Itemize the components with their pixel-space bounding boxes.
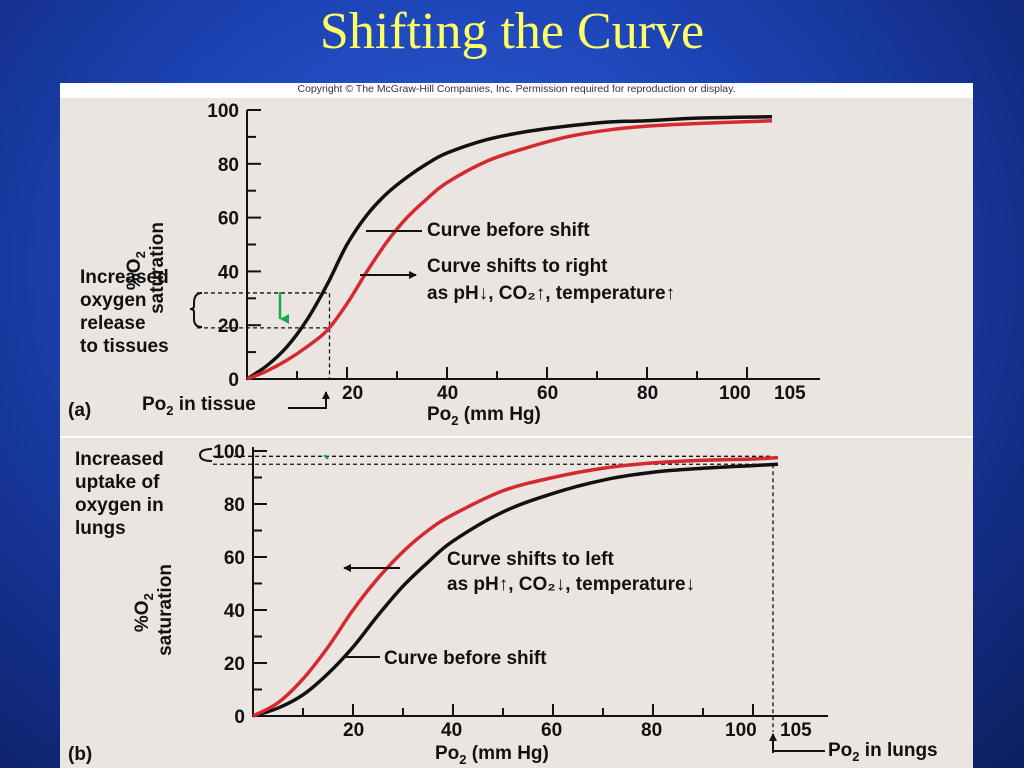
y-tick-label: 100 — [213, 442, 245, 463]
x-tick-label: 40 — [441, 720, 462, 741]
release-brace — [189, 292, 203, 328]
panel-a-label: (a) — [68, 400, 91, 421]
x-tick-label: 60 — [537, 383, 558, 404]
panel-a-shift-line1: Curve shifts to right — [427, 256, 608, 277]
panel-b-label: (b) — [68, 744, 92, 765]
release-label: Increased oxygen release to tissues — [80, 267, 174, 357]
panel-a-curve-before — [246, 114, 773, 381]
panel-a-before-label: Curve before shift — [427, 220, 590, 241]
y-tick-label: 0 — [234, 707, 245, 728]
x-tick-label: 105 — [774, 383, 806, 404]
y-tick-label: 80 — [224, 495, 245, 516]
slide-title: Shifting the Curve — [319, 3, 705, 60]
chart-svg: (a) %O2 saturation 0 20 40 60 80 100 20 40 60 80… — [68, 101, 938, 767]
panel-b-xlabel: Po2 (mm Hg) — [435, 743, 549, 767]
uptake-label: Increased uptake of oxygen in lungs — [75, 449, 169, 539]
tissue-dash-before — [197, 292, 331, 379]
x-tick-label: 60 — [541, 720, 562, 741]
panel-b-curve-left — [252, 455, 779, 718]
panel-a-ylabel: %O2 saturation — [124, 222, 168, 314]
y-tick-label: 80 — [218, 155, 239, 176]
panel-a-xlabel: Po2 (mm Hg) — [427, 404, 541, 428]
y-tick-label: 60 — [224, 548, 245, 569]
panel-b-shift-line2: as pH↑, CO₂↓, temperature↓ — [447, 574, 695, 595]
panel-a-curve-right — [246, 119, 773, 381]
uptake-tick — [323, 454, 329, 460]
panel-b-curve-before — [252, 462, 779, 718]
x-tick-label: 100 — [719, 383, 751, 404]
panel-b-before-label: Curve before shift — [384, 648, 547, 669]
uptake-brace — [198, 448, 213, 462]
y-tick-label: 20 — [224, 654, 245, 675]
x-tick-label: 20 — [343, 720, 364, 741]
y-tick-label: 40 — [218, 262, 239, 283]
x-tick-label: 40 — [437, 383, 458, 404]
figure: Copyright © The McGraw-Hill Companies, I… — [60, 83, 973, 768]
x-tick-label: 20 — [342, 383, 363, 404]
copyright-notice: Copyright © The McGraw-Hill Companies, I… — [297, 83, 736, 95]
panel-b-shift-line1: Curve shifts to left — [447, 549, 614, 570]
y-tick-label: 60 — [218, 209, 239, 230]
panel-b — [60, 438, 973, 768]
y-tick-label: 20 — [218, 316, 239, 337]
x-tick-label: 100 — [725, 720, 757, 741]
panel-a-axes — [246, 110, 820, 380]
tissue-label: Po2 in tissue — [142, 394, 256, 418]
panel-b-ylabel: %O2 saturation — [132, 564, 176, 656]
x-tick-label: 80 — [637, 383, 658, 404]
y-tick-label: 100 — [207, 101, 239, 122]
tissue-arrow — [288, 391, 330, 409]
panel-a-shift-line2: as pH↓, CO₂↑, temperature↑ — [427, 283, 675, 304]
panel-a-chart: (a) %O2 saturation 0 20 40 60 80 100 20 40 60 80… — [68, 101, 820, 428]
lungs-dash-before — [213, 463, 774, 732]
lungs-label: Po2 in lungs — [828, 740, 938, 764]
y-tick-label: 40 — [224, 601, 245, 622]
x-tick-label: 105 — [780, 720, 812, 741]
y-tick-label: 0 — [228, 370, 239, 391]
panel-b-chart: (b) %O2 saturation 0 20 40 60 80 100 20 40 60 80… — [68, 442, 938, 767]
x-tick-label: 80 — [641, 720, 662, 741]
